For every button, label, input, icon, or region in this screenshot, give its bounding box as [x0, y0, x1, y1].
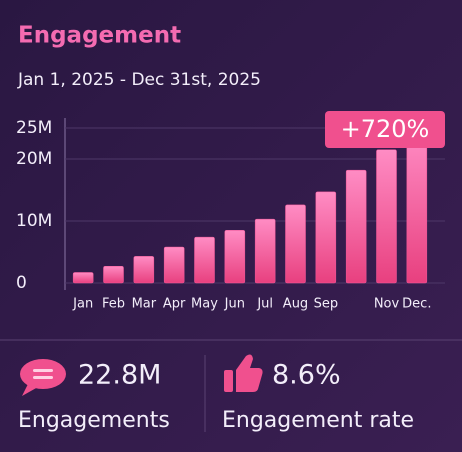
bar	[133, 256, 155, 284]
y-tick-label: 20M	[16, 149, 52, 169]
bar	[376, 149, 397, 284]
bar	[406, 130, 428, 284]
x-tick-label: Dec.	[402, 297, 431, 312]
badge-text: +720%	[341, 115, 430, 143]
x-tick-label: Nov	[374, 297, 400, 312]
x-tick-label: Jun	[224, 297, 245, 312]
plot: 0 10M 20M 25M Jan Feb Mar Apr May Jun Jul Aug Sep Nov…	[16, 118, 445, 312]
y-tick-label: 25M	[16, 118, 52, 138]
x-tick-label: Jan	[72, 297, 93, 312]
x-tick-label: Sep	[314, 297, 339, 312]
x-tick-label: May	[191, 297, 218, 312]
thumb-icon	[224, 354, 263, 392]
bar	[254, 218, 276, 284]
subtitle: Jan 1, 2025 - Dec 31st, 2025	[17, 70, 261, 90]
stat-label: Engagements	[18, 408, 170, 433]
bar	[285, 204, 306, 284]
title: Engagement	[18, 23, 181, 49]
chat-icon	[20, 359, 66, 396]
bar	[72, 272, 94, 284]
stat-value: 22.8M	[78, 360, 161, 391]
y-tick-label: 0	[16, 273, 27, 293]
x-tick-label: Mar	[132, 297, 157, 312]
stat-label: Engagement rate	[222, 408, 414, 433]
bar	[194, 236, 215, 284]
y-tick-label: 10M	[16, 211, 52, 231]
badge	[325, 111, 445, 148]
x-tick-label: Feb	[102, 297, 125, 312]
x-tick-label: Jul	[256, 297, 273, 312]
bar	[163, 246, 185, 284]
stat-value: 8.6%	[272, 360, 341, 391]
bar	[345, 169, 367, 284]
bar	[103, 266, 124, 284]
bar	[224, 230, 246, 284]
bar	[315, 191, 337, 284]
x-tick-label: Aug	[283, 297, 308, 312]
x-tick-label: Apr	[163, 297, 186, 312]
